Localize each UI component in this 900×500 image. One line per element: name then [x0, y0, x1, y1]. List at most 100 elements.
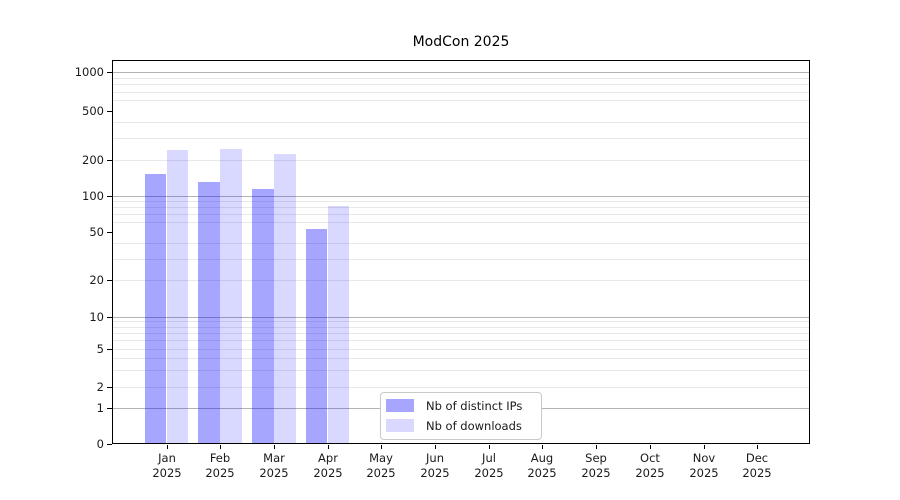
- x-tick-month: Apr: [318, 451, 338, 465]
- gridline-minor: [113, 370, 809, 371]
- x-tick-label-jul: Jul 2025: [457, 451, 521, 481]
- y-tick-mark: [107, 387, 112, 388]
- legend-item: Nb of downloads: [386, 418, 533, 433]
- gridline-minor: [113, 321, 809, 322]
- x-tick-year: 2025: [689, 466, 719, 480]
- x-tick-label-sep: Sep 2025: [564, 451, 628, 481]
- x-tick-year: 2025: [474, 466, 504, 480]
- y-tick-mark: [107, 111, 112, 112]
- legend-item: Nb of distinct IPs: [386, 398, 533, 413]
- x-tick-mark: [489, 445, 490, 449]
- gridline-minor: [113, 100, 809, 101]
- gridline-minor: [113, 138, 809, 139]
- gridline-minor: [113, 349, 809, 350]
- gridline-minor: [113, 243, 809, 244]
- bar-distinct-ips-mar: [252, 189, 274, 443]
- y-tick-mark: [107, 72, 112, 73]
- gridline-minor: [113, 84, 809, 85]
- x-tick-mark: [220, 445, 221, 449]
- x-tick-month: Jun: [426, 451, 444, 465]
- gridline-minor: [113, 280, 809, 281]
- gridline-major: [113, 72, 809, 73]
- x-tick-mark: [381, 445, 382, 449]
- gridline-minor: [113, 214, 809, 215]
- x-tick-label-dec: Dec 2025: [725, 451, 789, 481]
- x-tick-year: 2025: [527, 466, 557, 480]
- bar-downloads-mar: [274, 154, 296, 443]
- x-tick-month: Mar: [263, 451, 285, 465]
- x-tick-mark: [435, 445, 436, 449]
- bar-distinct-ips-feb: [198, 181, 220, 443]
- y-tick-mark: [107, 349, 112, 350]
- y-tick-label: 50: [89, 225, 104, 239]
- x-tick-label-nov: Nov 2025: [672, 451, 736, 481]
- x-tick-year: 2025: [742, 466, 772, 480]
- y-tick-mark: [107, 280, 112, 281]
- x-tick-month: Aug: [530, 451, 554, 465]
- gridline-minor: [113, 122, 809, 123]
- x-tick-label-aug: Aug 2025: [510, 451, 574, 481]
- gridline-minor: [113, 207, 809, 208]
- y-tick-label: 1: [96, 401, 104, 415]
- x-tick-label-jun: Jun 2025: [403, 451, 467, 481]
- x-tick-mark: [596, 445, 597, 449]
- x-tick-mark: [542, 445, 543, 449]
- x-tick-year: 2025: [205, 466, 235, 480]
- bar-downloads-feb: [220, 148, 242, 443]
- x-tick-year: 2025: [366, 466, 396, 480]
- x-tick-label-feb: Feb 2025: [188, 451, 252, 481]
- bar-downloads-apr: [327, 205, 350, 443]
- gridline-minor: [113, 259, 809, 260]
- x-tick-year: 2025: [581, 466, 611, 480]
- y-tick-mark: [107, 196, 112, 197]
- x-tick-mark: [328, 445, 329, 449]
- x-tick-mark: [757, 445, 758, 449]
- x-tick-mark: [650, 445, 651, 449]
- legend-swatch-icon: [386, 419, 414, 432]
- gridline-minor: [113, 160, 809, 161]
- y-tick-mark: [107, 408, 112, 409]
- bar-downloads-jan: [166, 149, 189, 443]
- y-tick-label: 10: [89, 310, 104, 324]
- gridline-minor: [113, 333, 809, 334]
- y-tick-label: 100: [82, 189, 104, 203]
- x-tick-label-mar: Mar 2025: [242, 451, 306, 481]
- x-tick-label-oct: Oct 2025: [618, 451, 682, 481]
- y-tick-mark: [107, 317, 112, 318]
- x-tick-label-may: May 2025: [349, 451, 413, 481]
- x-tick-label-apr: Apr 2025: [296, 451, 360, 481]
- y-tick-mark: [107, 444, 112, 445]
- legend-swatch-icon: [386, 399, 414, 412]
- x-tick-mark: [274, 445, 275, 449]
- y-tick-label: 2: [96, 380, 104, 394]
- x-tick-year: 2025: [635, 466, 665, 480]
- gridline-minor: [113, 340, 809, 341]
- gridline-major: [113, 317, 809, 318]
- gridline-minor: [113, 222, 809, 223]
- y-tick-label: 200: [82, 153, 104, 167]
- gridline-minor: [113, 78, 809, 79]
- y-tick-label: 0: [96, 437, 104, 451]
- x-tick-year: 2025: [259, 466, 289, 480]
- legend-label: Nb of distinct IPs: [426, 398, 523, 413]
- x-tick-month: Jan: [158, 451, 176, 465]
- bar-distinct-ips-apr: [305, 228, 328, 443]
- gridline-minor: [113, 201, 809, 202]
- x-tick-month: Jul: [482, 451, 496, 465]
- gridline-minor: [113, 358, 809, 359]
- x-tick-month: Nov: [692, 451, 716, 465]
- x-tick-month: Oct: [640, 451, 660, 465]
- y-tick-mark: [107, 232, 112, 233]
- y-tick-mark: [107, 160, 112, 161]
- x-tick-year: 2025: [152, 466, 182, 480]
- x-tick-month: Sep: [585, 451, 607, 465]
- y-tick-label: 500: [82, 104, 104, 118]
- x-tick-mark: [167, 445, 168, 449]
- gridline-minor: [113, 92, 809, 93]
- chart-title: ModCon 2025: [412, 34, 510, 50]
- legend: Nb of distinct IPs Nb of downloads: [380, 392, 542, 440]
- x-tick-month: Dec: [745, 451, 769, 465]
- bar-distinct-ips-jan: [144, 174, 167, 443]
- gridline-major: [113, 196, 809, 197]
- x-tick-month: May: [369, 451, 393, 465]
